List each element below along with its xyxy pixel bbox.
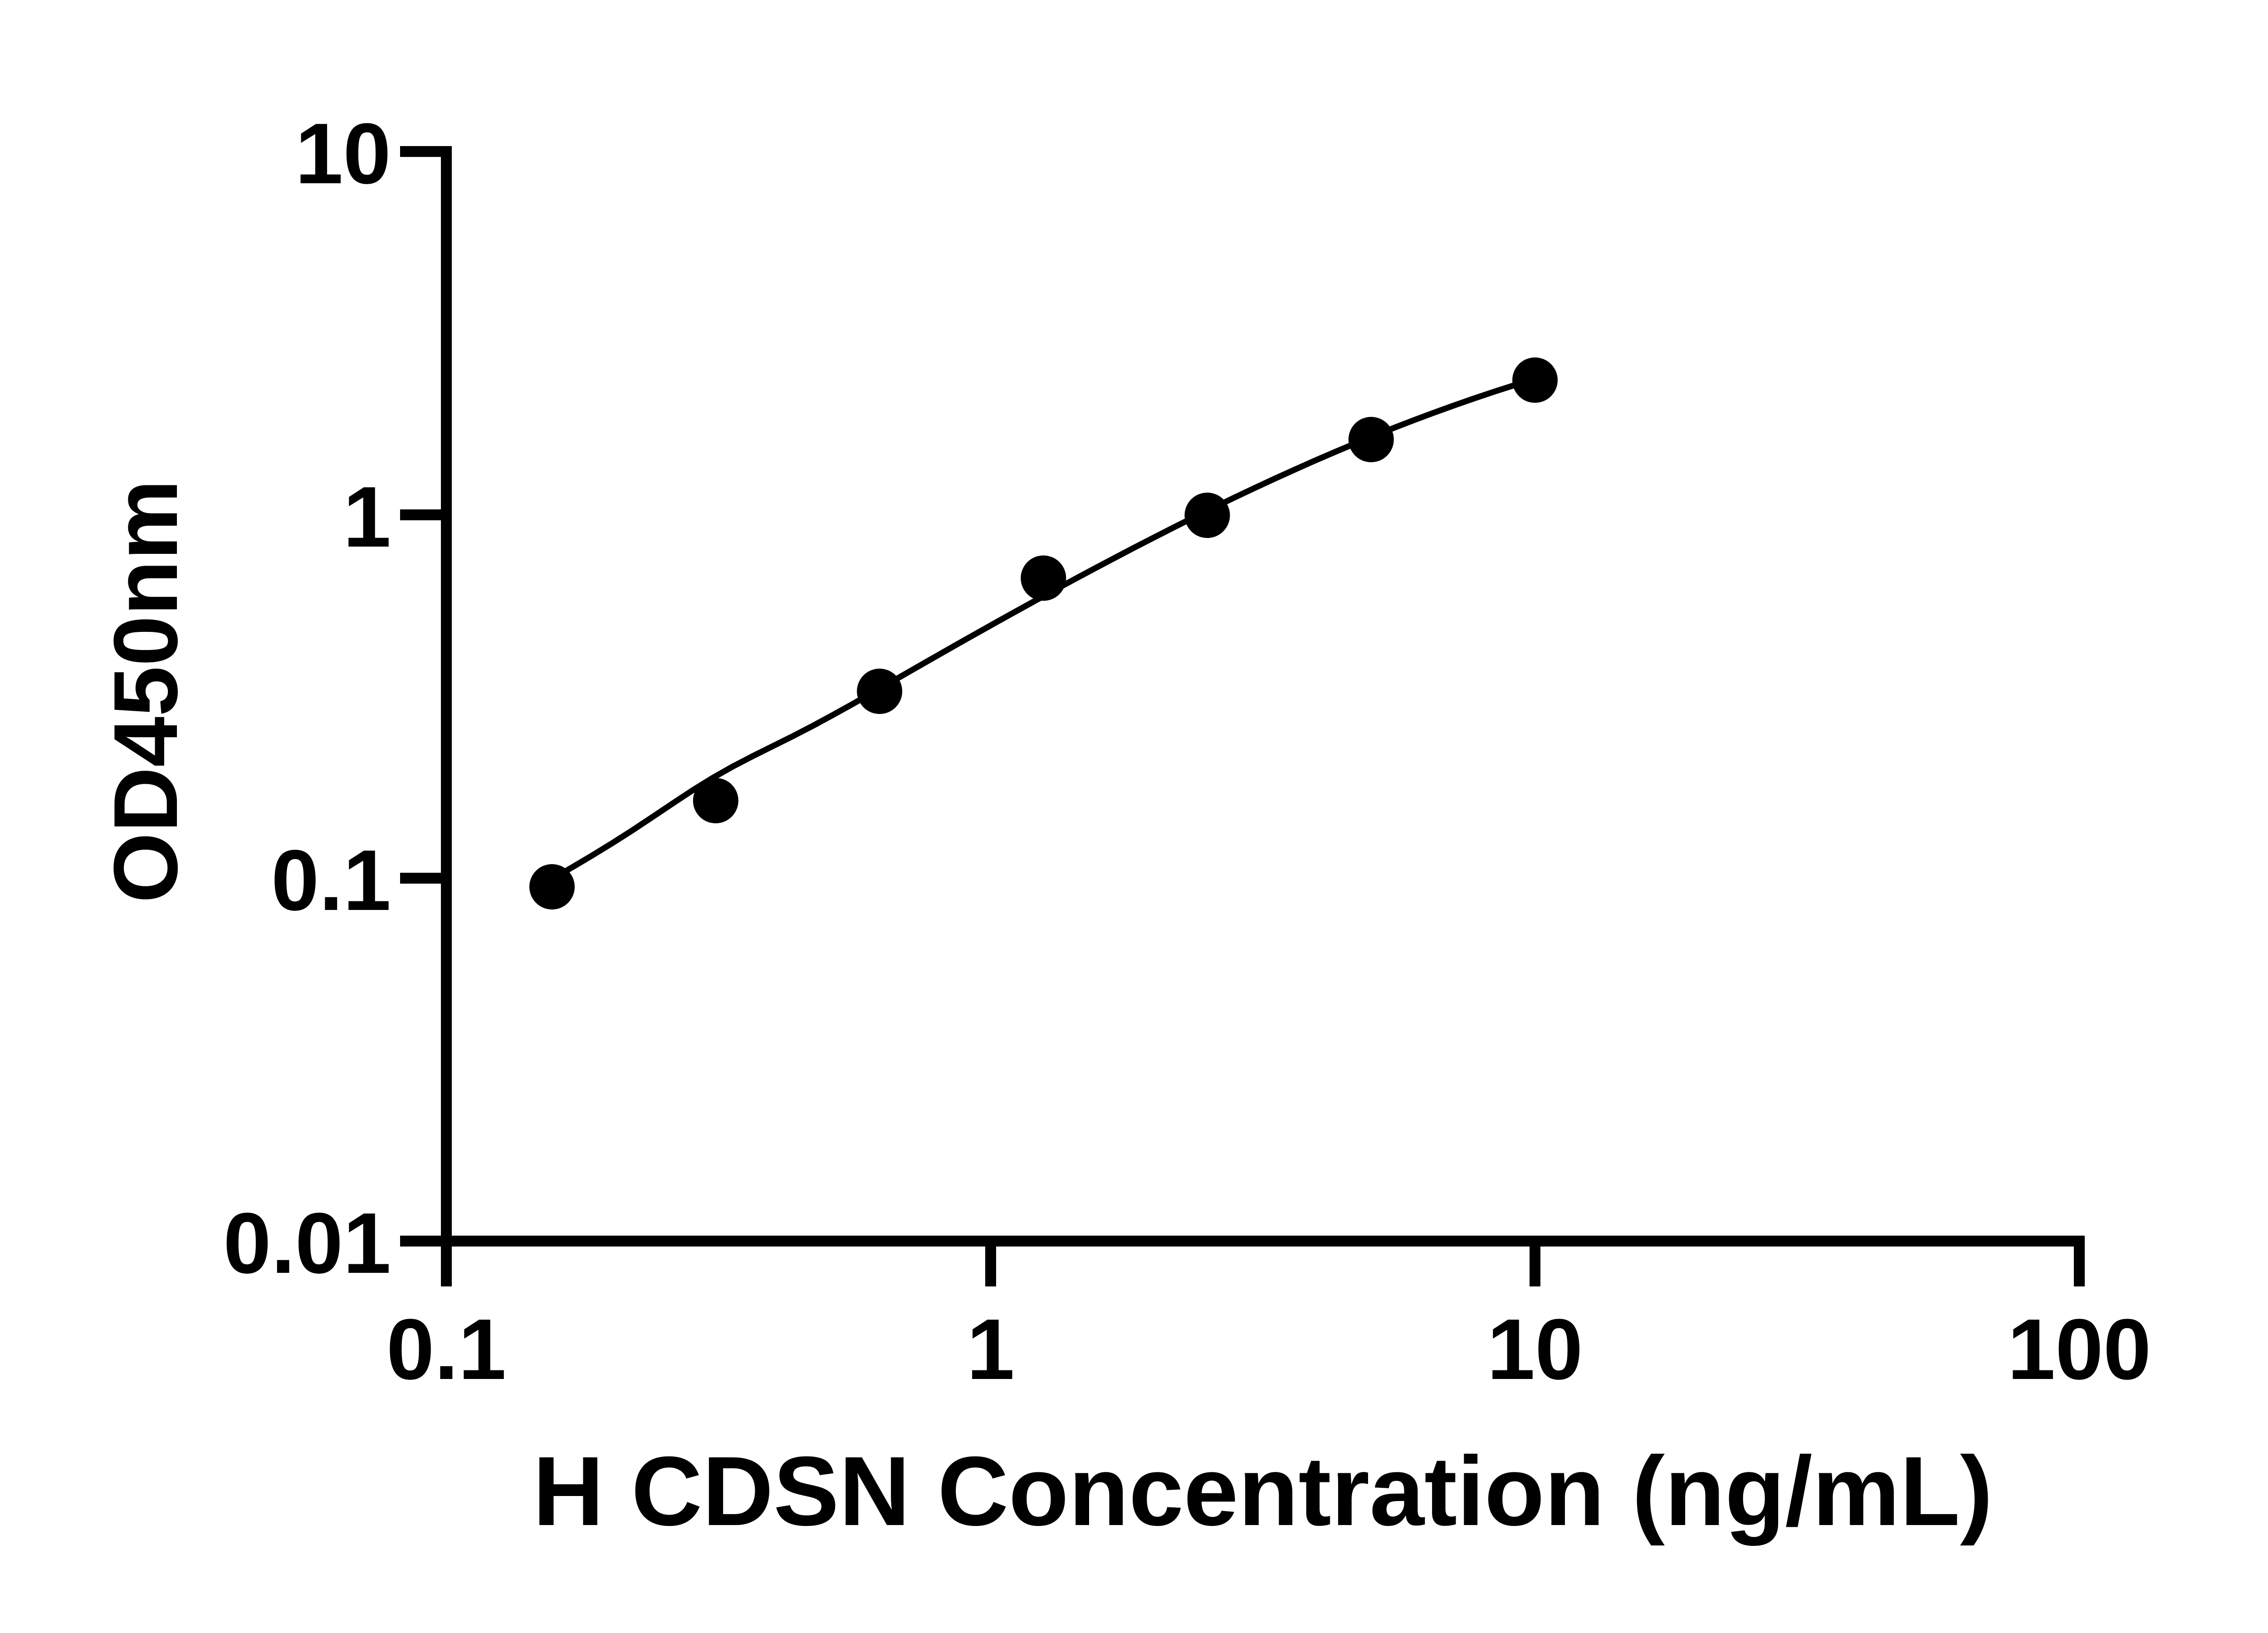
- svg-text:0.01: 0.01: [223, 1195, 391, 1291]
- svg-text:100: 100: [2007, 1301, 2151, 1398]
- svg-text:OD450nm: OD450nm: [95, 479, 196, 903]
- svg-text:10: 10: [1487, 1301, 1583, 1398]
- svg-text:0.1: 0.1: [271, 832, 391, 929]
- svg-text:10: 10: [295, 106, 391, 202]
- svg-text:0.1: 0.1: [386, 1301, 506, 1398]
- svg-text:H CDSN Concentration (ng/mL): H CDSN Concentration (ng/mL): [533, 1436, 1993, 1546]
- svg-text:1: 1: [343, 469, 391, 565]
- svg-text:1: 1: [967, 1301, 1015, 1398]
